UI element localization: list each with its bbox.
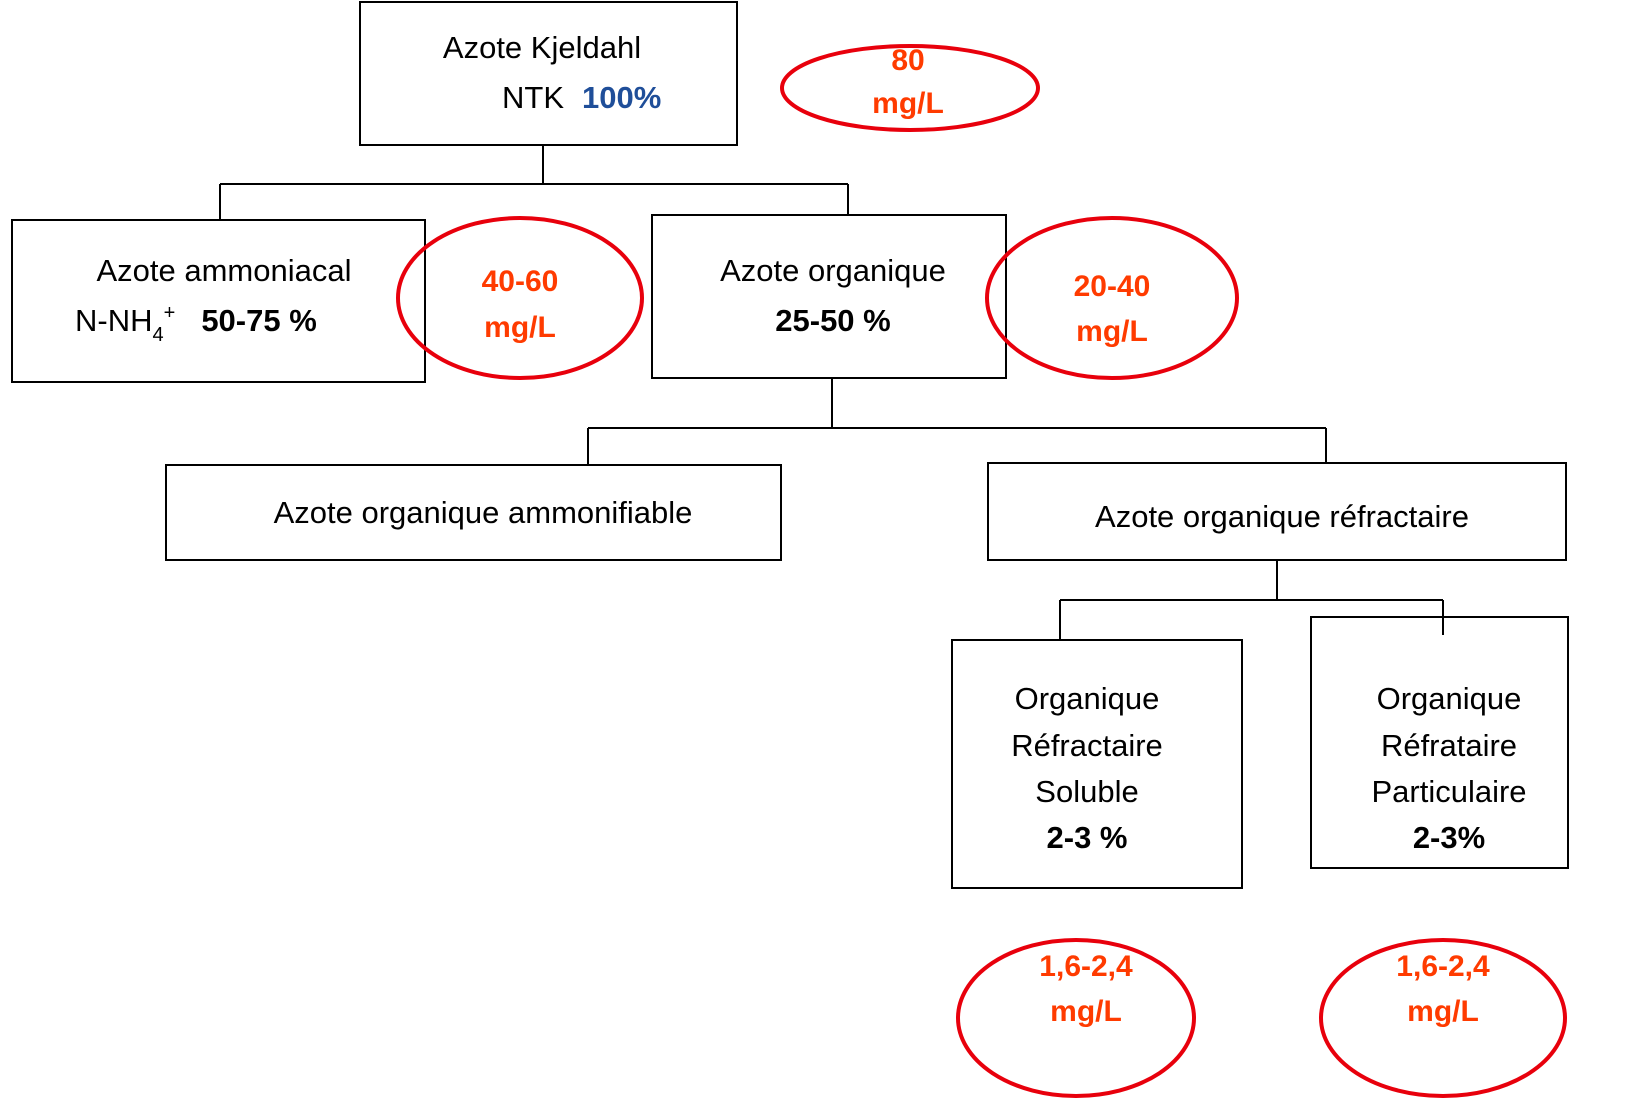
concentration-ellipse	[396, 216, 644, 380]
node-box	[651, 214, 1007, 379]
connectors	[219, 145, 1443, 640]
node-label: 2-3%	[1413, 820, 1485, 855]
node-label: Azote organique réfractaire	[1095, 499, 1469, 534]
concentration-ellipse	[1319, 938, 1567, 1098]
concentration-ellipse	[985, 216, 1239, 380]
concentration-value: 1,6-2,4	[1396, 950, 1490, 983]
text-part: 100%	[582, 80, 661, 115]
concentration-value: 20-40	[1074, 270, 1151, 303]
text-part: +	[164, 302, 176, 324]
node-label: Réfrataire	[1381, 728, 1517, 763]
node-box	[11, 219, 426, 383]
node-label: Organique	[1377, 681, 1522, 716]
concentration-value: 80	[891, 44, 924, 77]
concentration-ellipse	[956, 938, 1196, 1098]
concentration-unit: mg/L	[872, 87, 944, 120]
concentration-value: 1,6-2,4	[1039, 950, 1133, 983]
node-label: Organique	[1015, 681, 1160, 716]
text-part: 4	[153, 324, 164, 346]
node-label: Réfractaire	[1011, 728, 1163, 763]
text-part: 50-75 %	[201, 303, 316, 338]
concentration-unit: mg/L	[1407, 995, 1479, 1028]
node-label: Particulaire	[1371, 774, 1526, 809]
node-label: Azote organique ammonifiable	[274, 495, 693, 530]
concentration-unit: mg/L	[1050, 995, 1122, 1028]
concentration-ellipse	[780, 44, 1040, 132]
concentration-value: 40-60	[482, 265, 559, 298]
node-label: Soluble	[1035, 774, 1138, 809]
text-part: NTK	[502, 80, 564, 115]
concentration-unit: mg/L	[484, 311, 556, 344]
node-label: Azote organique	[720, 253, 946, 288]
node-box	[951, 639, 1243, 889]
node-box	[987, 462, 1567, 561]
node-box	[1310, 616, 1569, 869]
node-label: 2-3 %	[1047, 820, 1128, 855]
node-label: Azote Kjeldahl	[443, 30, 641, 65]
node-label: Azote ammoniacal	[96, 253, 351, 288]
node-label: NTK 100%	[502, 80, 661, 115]
node-box	[359, 1, 738, 146]
concentration-unit: mg/L	[1076, 315, 1148, 348]
node-label: 25-50 %	[775, 303, 890, 338]
node-box	[165, 464, 782, 561]
text-part: N-NH	[75, 303, 153, 338]
node-label: N-NH4+ 50-75 %	[75, 302, 317, 346]
